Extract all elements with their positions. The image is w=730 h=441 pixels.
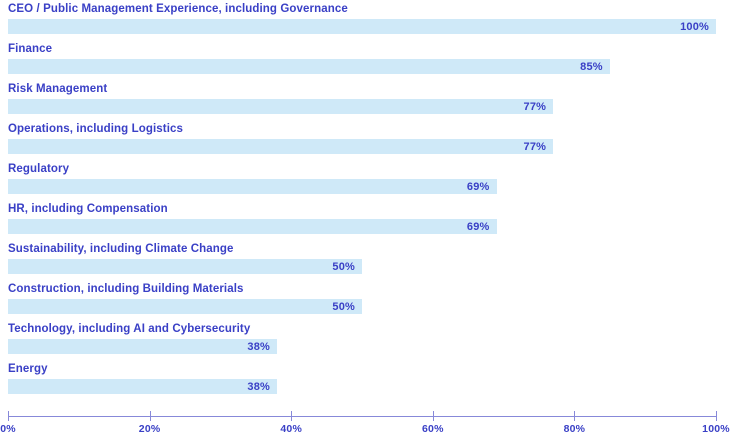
- bar-value-label: 38%: [247, 380, 271, 393]
- bar-row: HR, including Compensation 69%: [8, 202, 716, 234]
- bar: 50%: [8, 299, 362, 314]
- category-label: HR, including Compensation: [8, 203, 168, 215]
- category-label: CEO / Public Management Experience, incl…: [8, 3, 348, 15]
- x-axis-line: [8, 416, 716, 417]
- bar-value-label: 77%: [523, 140, 547, 153]
- x-axis-tick-label: 20%: [138, 423, 161, 435]
- x-axis-tick: [291, 411, 293, 421]
- x-axis-tick: [716, 411, 717, 421]
- category-label: Construction, including Building Materia…: [8, 283, 244, 295]
- bar-row: Sustainability, including Climate Change…: [8, 242, 716, 274]
- bar-row: Energy 38%: [8, 362, 716, 394]
- category-label: Finance: [8, 43, 53, 55]
- x-axis-tick-label: 40%: [280, 423, 302, 435]
- bar: 50%: [8, 259, 362, 274]
- bar-row: Operations, including Logistics 77%: [8, 122, 716, 154]
- category-label: Operations, including Logistics: [8, 123, 183, 135]
- bar: 77%: [8, 139, 554, 154]
- bar-row: Technology, including AI and Cybersecuri…: [8, 322, 716, 354]
- bar-value-label: 50%: [332, 260, 355, 273]
- bar: 85%: [8, 59, 610, 74]
- category-label: Technology, including AI and Cybersecuri…: [8, 323, 251, 335]
- bar: 77%: [8, 99, 554, 114]
- bar-row: Regulatory 69%: [8, 162, 716, 194]
- bar: 38%: [8, 379, 278, 394]
- bar-row: Finance 85%: [8, 42, 716, 74]
- category-label: Sustainability, including Climate Change: [8, 243, 234, 255]
- x-axis-tick: [149, 411, 151, 421]
- bar-value-label: 100%: [680, 20, 709, 33]
- x-axis-tick: [8, 411, 9, 421]
- x-axis-tick-label: 80%: [563, 423, 586, 435]
- bar-row: CEO / Public Management Experience, incl…: [8, 2, 716, 34]
- category-label: Risk Management: [8, 83, 108, 95]
- bar-value-label: 69%: [466, 180, 490, 193]
- bar-value-label: 85%: [580, 60, 603, 73]
- x-axis-tick-label: 0%: [0, 423, 16, 435]
- category-label: Regulatory: [8, 163, 70, 175]
- x-axis-tick-label: 100%: [702, 423, 730, 435]
- x-axis-tick: [432, 411, 434, 421]
- bar-value-label: 38%: [247, 340, 271, 353]
- x-axis-tick-label: 60%: [421, 423, 444, 435]
- bar-value-label: 77%: [523, 100, 547, 113]
- bar: 69%: [8, 219, 497, 234]
- bar: 38%: [8, 339, 278, 354]
- bar-row: Construction, including Building Materia…: [8, 282, 716, 314]
- bar-value-label: 69%: [466, 220, 490, 233]
- category-label: Energy: [8, 363, 48, 375]
- x-axis-tick: [574, 411, 576, 421]
- bar-row: Risk Management 77%: [8, 82, 716, 114]
- bar-value-label: 50%: [332, 300, 355, 313]
- bar: 69%: [8, 179, 497, 194]
- bar: 100%: [8, 19, 716, 34]
